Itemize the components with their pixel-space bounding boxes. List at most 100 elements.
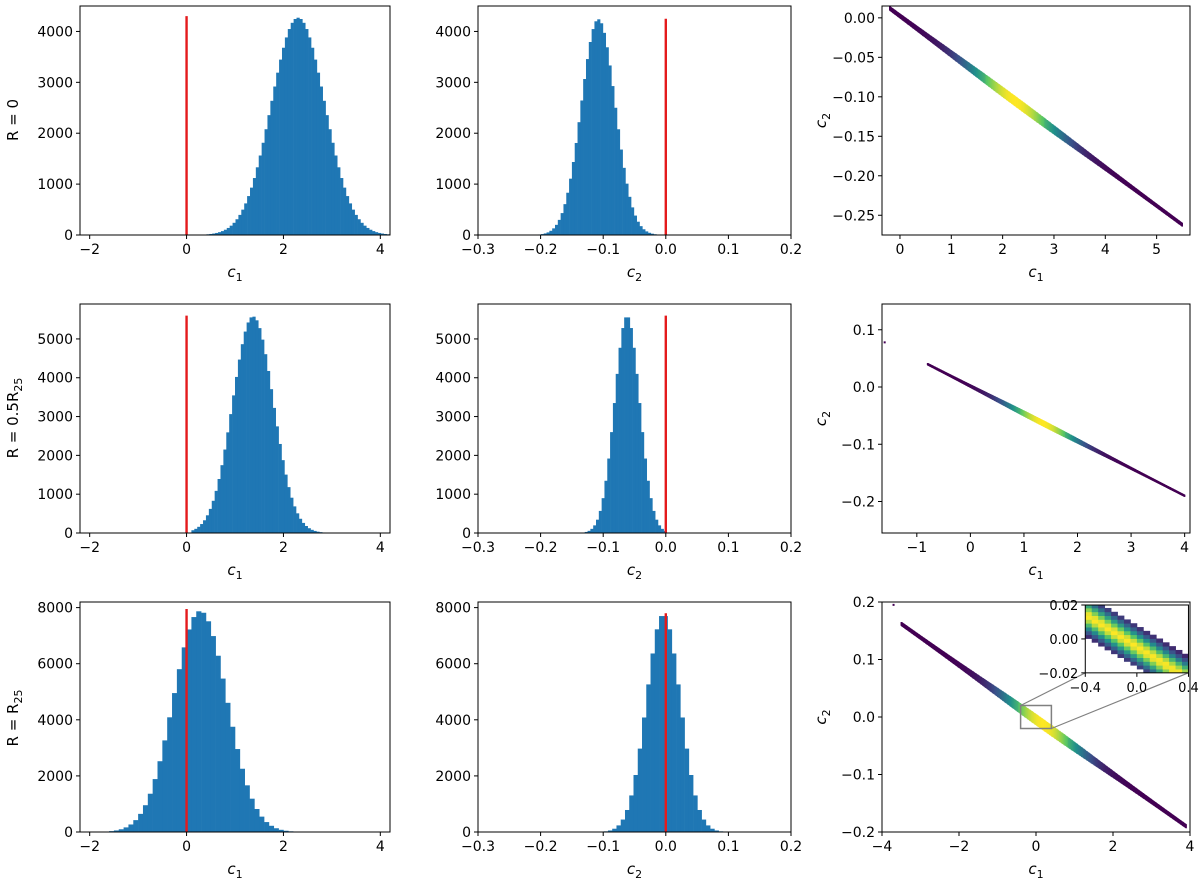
density-R25-inset-cell: [1136, 661, 1144, 666]
density-R05-tail-point: [937, 368, 940, 371]
hist-c2-R05-bar: [593, 525, 597, 533]
density-R25-outlier-point: [892, 603, 895, 606]
hist-c2-R25-ytick-label-1: 2000: [435, 769, 471, 785]
hist-c1-R0-bar: [334, 155, 338, 235]
hist-c1-R0-plot: [185, 16, 390, 235]
density-R25-tail-point: [1174, 817, 1177, 820]
density-R25-inset-cell: [1117, 634, 1125, 639]
density-R25-inset-cell: [1130, 642, 1138, 647]
hist-c1-R05-bar: [287, 487, 291, 533]
density-R0-ytick-label-0: 0.00: [844, 11, 875, 27]
density-R0-tail-point: [899, 15, 902, 18]
density-R05-xtick-label-2: 1: [1019, 540, 1028, 556]
hist-c1-R25-bar: [176, 669, 183, 832]
hist-c1-R25-bar: [147, 793, 153, 832]
hist-c2-R0-ytick-label-3: 3000: [435, 75, 471, 91]
hist-c1-R0-bar: [345, 196, 350, 235]
hist-c1-R25-bar: [157, 761, 163, 832]
hist-c1-R0-bar: [357, 219, 361, 235]
density-R25-inset-cell: [1130, 634, 1138, 639]
hist-c2-R25-xtick-label-3: 0.0: [655, 839, 677, 855]
hist-c1-R05-bar: [269, 389, 274, 533]
density-R25-inset-cell: [1111, 649, 1118, 655]
hist-c2-R0-bar: [566, 192, 570, 235]
hist-c1-R05-bar: [203, 520, 207, 533]
density-R05-xtick-label-4: 3: [1127, 540, 1136, 556]
hist-c1-R0-bar: [232, 222, 236, 235]
density-R25-inset-cell: [1169, 661, 1176, 666]
hist-c2-R05-bar: [638, 403, 642, 533]
density-R05-ytick-label-2: 0.0: [853, 380, 875, 396]
hist-c1-R25-bar: [128, 824, 134, 832]
hist-c1-R25-bar: [138, 813, 144, 832]
hist-c2-R0-bar: [574, 142, 578, 235]
hist-c1-R25-ytick-label-0: 0: [64, 825, 73, 841]
density-R05-ytick-label-1: −0.1: [841, 437, 875, 453]
density-R25-inset-cell: [1143, 649, 1151, 655]
hist-c2-R25-bar: [650, 653, 656, 832]
hist-c1-R25-bar: [268, 825, 275, 832]
hist-c1-R05-ytick-label-1: 1000: [37, 487, 73, 503]
hist-c1-R05-ytick-label-0: 0: [64, 526, 73, 542]
hist-c2-R0-bar: [560, 213, 564, 235]
hist-c2-R0-xtick-label-5: 0.2: [780, 242, 802, 258]
density-R25-inset-cell: [1169, 653, 1176, 658]
hist-c1-R05-bar: [240, 344, 245, 533]
hist-c2-R0-bar: [625, 183, 629, 235]
hist-c1-R05-bar: [252, 316, 256, 533]
hist-c1-R0-bar: [299, 18, 303, 235]
hist-c2-R25-bar: [680, 717, 685, 832]
hist-c1-R05-bar: [229, 414, 233, 533]
density-R25-ylabel-sub: 2: [820, 709, 833, 716]
hist-c2-R25-xlabel: c2: [627, 860, 642, 881]
hist-c2-R0-ytick-label-2: 2000: [435, 126, 471, 142]
density-R25-xlabel-sub: 1: [1037, 868, 1044, 881]
density-R25-inset-cell: [1175, 649, 1183, 655]
density-R25-tail-point: [1170, 814, 1173, 817]
hist-c1-R25-xlabel-main: c: [227, 860, 236, 878]
hist-c2-R25-bar: [701, 819, 707, 832]
hist-c1-R0-bar: [218, 232, 222, 235]
density-R25-inset-cell: [1085, 619, 1093, 624]
hist-c2-R25-xtick-label-4: 0.1: [717, 839, 739, 855]
density-R25-inset-cell: [1091, 634, 1099, 639]
density-R25-inset-cell: [1091, 615, 1099, 620]
density-R0-frame: [881, 5, 1191, 236]
density-R25-inset-cell: [1143, 657, 1151, 662]
density-R25-inset-cell: [1072, 619, 1079, 623]
hist-c1-R05-bar: [264, 354, 268, 533]
density-R25-inset-cell: [1104, 627, 1112, 632]
hist-c2-R05-bar: [601, 498, 605, 533]
density-R25-inset-cell: [1149, 649, 1157, 655]
density-R05-xlabel-sub: 1: [1037, 569, 1044, 582]
density-R0-xtick-label-3: 3: [1050, 242, 1059, 258]
hist-c1-R05-ytick-label-5: 5000: [37, 332, 73, 348]
density-R05-xlabel: c1: [1028, 561, 1043, 582]
hist-c1-R0-bar: [322, 100, 326, 235]
density-R25-inset-cell: [1098, 611, 1106, 617]
density-R05-ylabel: c2: [812, 411, 833, 426]
density-R25-inset-cell: [1117, 615, 1125, 620]
hist-c2-R05-ytick-label-4: 4000: [435, 371, 471, 387]
density-R25-inset: −0.4 0.0 0.40.020.00−0.02: [1038, 599, 1198, 696]
hist-c1-R25-bar: [133, 820, 139, 832]
density-R25-inset-cell: [1149, 638, 1157, 643]
density-R25-inset-cell: [1149, 669, 1157, 673]
hist-c1-R25-bar: [118, 829, 124, 832]
row-label-2-sub: 25: [12, 378, 25, 392]
hist-c1-R0-bar: [290, 22, 294, 235]
density-R25-inset-cell: [1117, 619, 1125, 624]
hist-c1-R0-bar: [354, 214, 358, 235]
hist-c1-R0-bar: [226, 227, 230, 235]
density-R25-inset-cell: [1169, 672, 1176, 673]
hist-c1-R0-bar: [252, 178, 257, 235]
hist-c1-R05-xtick-label-0: −2: [79, 540, 100, 556]
hist-c1-R05-xlabel-sub: 1: [236, 569, 243, 582]
hist-c2-R0-bar: [554, 224, 559, 235]
hist-c2-R0-bar: [600, 23, 604, 235]
hist-c2-R05-ytick-label-0: 0: [462, 526, 471, 542]
hist-c2-R05-xtick-label-4: 0.1: [717, 540, 739, 556]
density-R25-inset-cell: [1162, 672, 1170, 673]
density-R25-inset-cell: [1130, 646, 1138, 651]
